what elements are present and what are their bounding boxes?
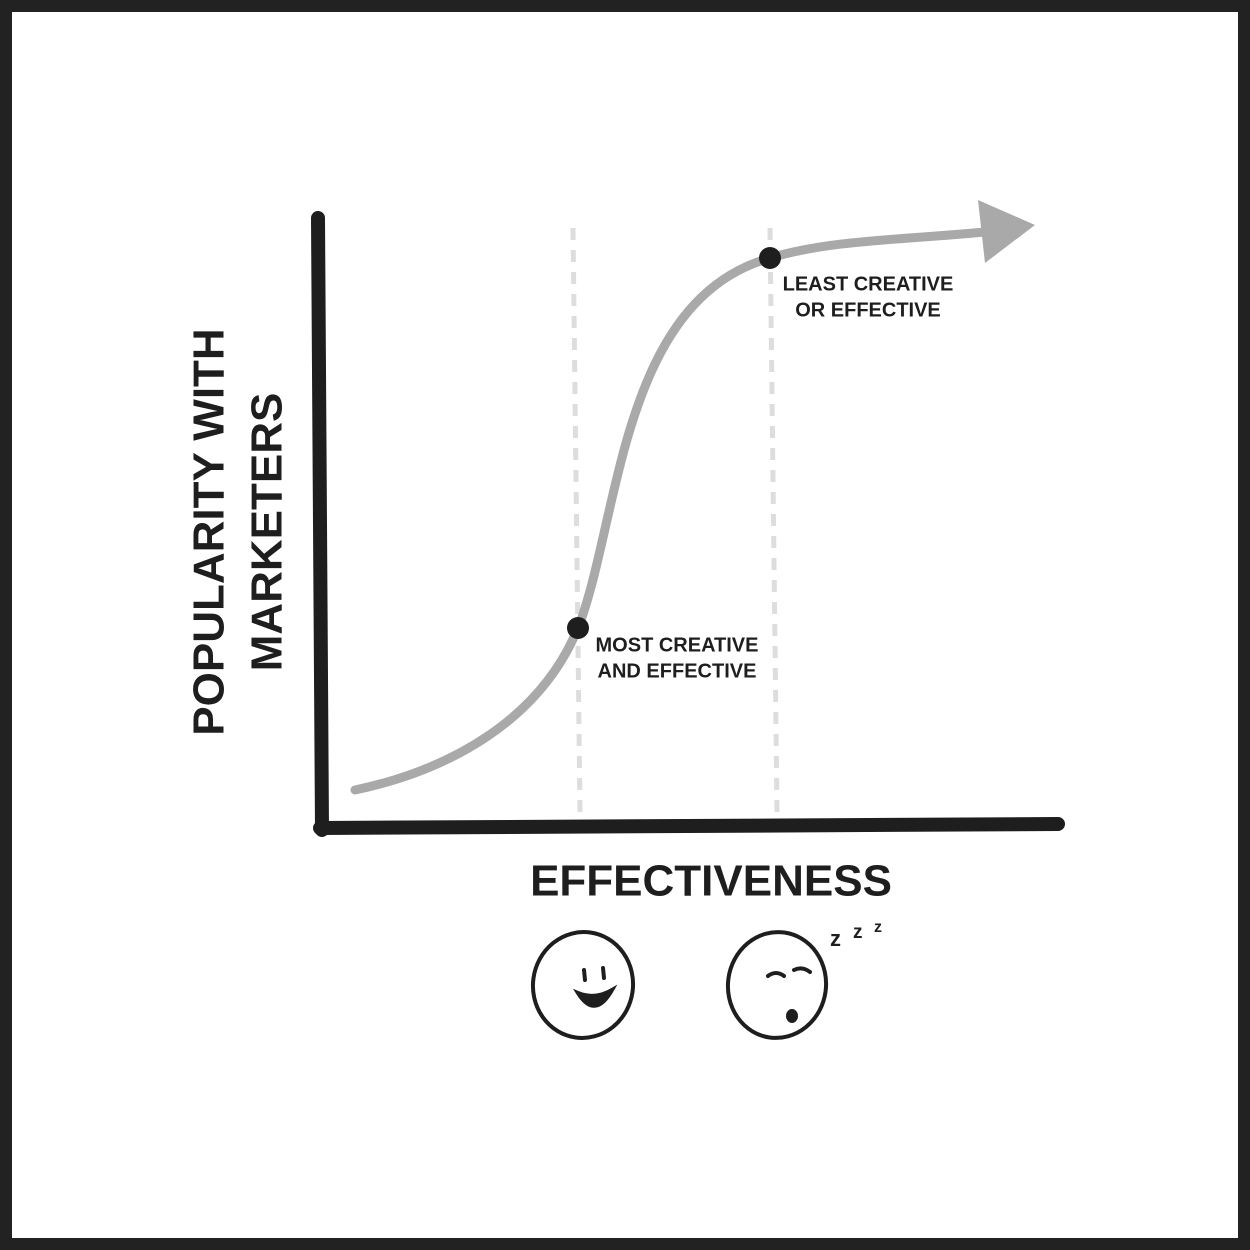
annotation: LEAST CREATIVE <box>783 273 954 295</box>
sleep-z: z <box>853 922 863 943</box>
sleep-z: z <box>874 919 882 936</box>
annotation: MOST CREATIVE <box>596 634 759 656</box>
point <box>759 247 781 269</box>
x-label: EFFECTIVENESS <box>530 857 892 906</box>
annotation: OR EFFECTIVE <box>795 299 941 321</box>
point <box>567 617 589 639</box>
x-axis <box>313 817 1065 835</box>
annotation: AND EFFECTIVE <box>598 660 757 682</box>
y-label: MARKETERS <box>243 393 292 672</box>
sleepy-face <box>725 930 829 1040</box>
s-curve <box>350 227 990 795</box>
guide-line <box>570 227 583 813</box>
happy-face <box>530 930 636 1040</box>
arrowhead <box>978 200 1035 263</box>
y-label: POPULARITY WITH <box>185 328 234 735</box>
sleep-z: z <box>830 926 841 951</box>
y-axis <box>311 211 329 837</box>
guide-line <box>767 227 780 813</box>
